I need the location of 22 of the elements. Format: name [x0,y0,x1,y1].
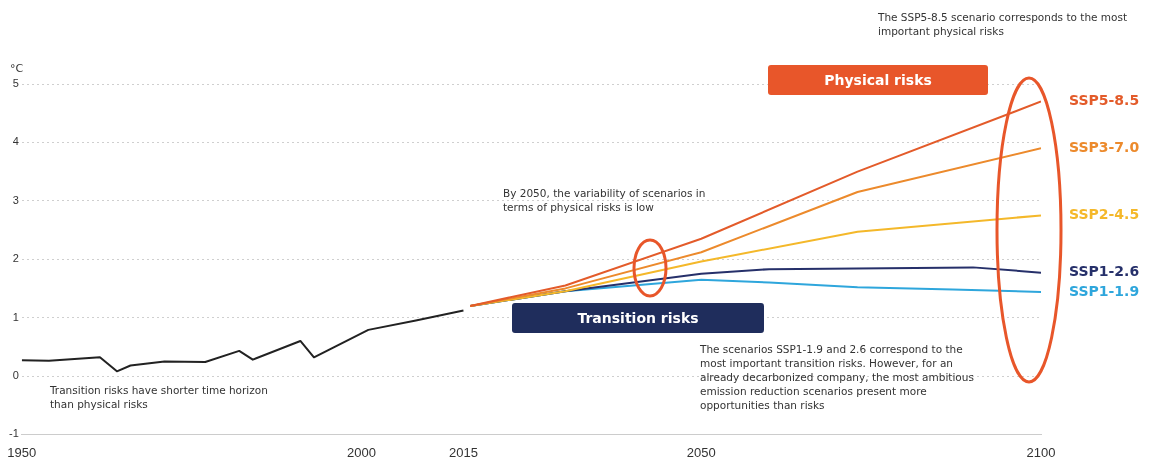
y-tick-label: 1 [12,310,19,323]
text: SSP3-7.0 [1069,138,1140,155]
y-tick-label: 3 [12,193,19,206]
annotation: By 2050, the variability of scenarios in terms of physical risks is low [503,186,707,214]
x-tick-label: 1950 [7,444,37,460]
x-tick-label: 2000 [347,444,376,460]
x-tick-label: 2100 [1026,444,1056,460]
text: The SSP5-8.5 scenario corresponds to the most important physical risks [878,10,1129,38]
y-tick-label: 2 [12,252,19,265]
text: SSP2-4.5 [1069,206,1140,223]
text: SSP5-8.5 [1069,92,1140,109]
text: SSP1-2.6 [1069,263,1140,280]
annotation: The scenarios SSP1-1.9 and 2.6 correspond to the most important transition risks. However, for an already decarbonized company, the most ambitious emission reduction scenarios present more opportunities than risks [700,342,975,412]
x-tick-label: 2015 [448,444,478,460]
y-axis-title: °C [10,62,24,75]
y-tick-label: 5 [12,77,19,90]
x-tick-label: 2050 [686,444,716,460]
text: SSP1-1.9 [1069,282,1140,299]
annotation: Transition risks have shorter time horizon than physical risks [50,383,269,411]
y-tick-label: 0 [12,369,19,382]
y-tick-label: 4 [12,135,19,148]
y-tick-label: -1 [9,427,19,440]
